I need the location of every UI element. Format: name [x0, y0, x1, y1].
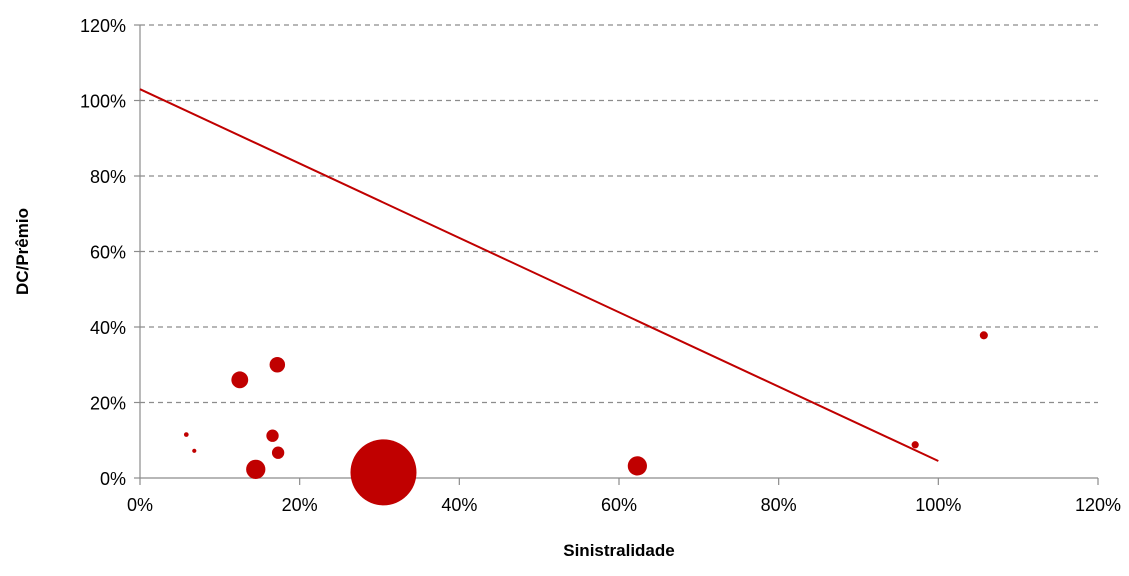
bubble [246, 459, 266, 479]
x-tick-label: 120% [1075, 495, 1121, 515]
y-tick-label: 0% [100, 469, 126, 489]
x-tick-label: 60% [601, 495, 637, 515]
y-tick-label: 40% [90, 318, 126, 338]
x-tick-label: 80% [761, 495, 797, 515]
bubble [231, 371, 249, 389]
bubble [192, 448, 197, 453]
x-axis-title: Sinistralidade [563, 541, 674, 560]
y-tick-label: 100% [80, 92, 126, 112]
x-tick-label: 100% [915, 495, 961, 515]
trend-line-layer [139, 88, 939, 462]
x-tick-label: 20% [282, 495, 318, 515]
y-axis-title: DC/Prêmio [13, 208, 32, 295]
x-tick-label: 0% [127, 495, 153, 515]
bubble [979, 331, 988, 340]
y-tick-label: 120% [80, 16, 126, 36]
gridlines [140, 24, 1098, 404]
bubble [183, 432, 189, 437]
bubble [269, 357, 286, 373]
axes [134, 24, 1099, 485]
x-tick-label: 40% [441, 495, 477, 515]
y-tick-label: 20% [90, 394, 126, 414]
bubbles [183, 331, 988, 506]
y-tick-label: 80% [90, 167, 126, 187]
tick-labels: 0% 20% 40% 60% 80% 100% 120% 0% 20% 40% 60% 80% 100%… [80, 16, 1121, 515]
bubble [271, 446, 285, 459]
bubble [350, 439, 417, 506]
bubble [627, 456, 647, 476]
y-tick-label: 60% [90, 243, 126, 263]
bubble [911, 441, 919, 449]
bubble [266, 429, 279, 442]
trend-line [139, 88, 939, 462]
